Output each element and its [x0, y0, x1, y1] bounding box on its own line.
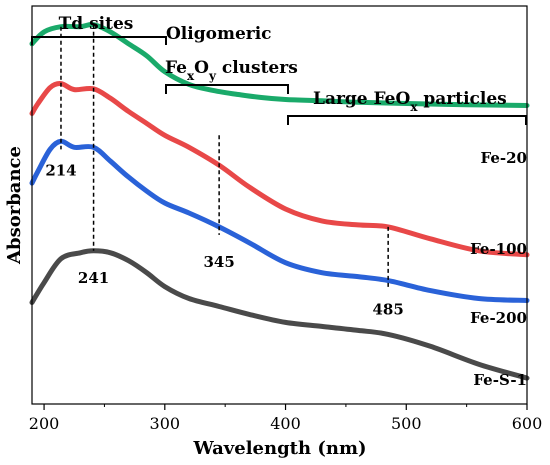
region-label-oligomeric: Oligomeric	[166, 24, 272, 44]
marker-label-485: 485	[373, 301, 404, 319]
x-axis-ticks: 200 300 400 500 600	[29, 404, 542, 433]
x-axis-title: Wavelength (nm)	[192, 438, 366, 459]
x-tick-label-600: 600	[512, 414, 543, 433]
feox-particles-bracket	[287, 115, 527, 125]
x-tick-label-500: 500	[391, 414, 422, 433]
region-label-td-sites: Td sites	[59, 14, 134, 34]
region-label-large-feox: Large FeOx particles	[313, 89, 507, 114]
series-label-fe-100: Fe-100	[470, 240, 527, 258]
region-brackets: Td sites Oligomeric FexOy clusters Large…	[31, 14, 527, 125]
plot-frame	[31, 5, 528, 405]
x-tick-label-400: 400	[270, 414, 301, 433]
td-sites-bracket	[31, 36, 167, 45]
x-tick-label-200: 200	[29, 414, 60, 433]
fexoy-clusters-bracket	[165, 84, 289, 94]
series-line-fe-100	[29, 81, 530, 258]
wavelength-markers: 214 241 345 485	[45, 24, 404, 319]
series-label-fe-200: Fe-200	[470, 309, 527, 327]
y-axis-title: Absorbance	[4, 146, 25, 265]
marker-label-214: 214	[45, 161, 76, 179]
series-label-fe-s-1: Fe-S-1	[473, 371, 527, 389]
series-line-fe-s-1	[29, 248, 530, 381]
series-label-fe-20: Fe-20	[481, 149, 527, 167]
marker-label-345: 345	[203, 253, 234, 271]
marker-label-241: 241	[78, 269, 109, 287]
x-tick-label-300: 300	[150, 414, 181, 433]
series-line-fe-200	[29, 138, 530, 303]
region-label-fexoy-clusters: FexOy clusters	[165, 58, 298, 83]
